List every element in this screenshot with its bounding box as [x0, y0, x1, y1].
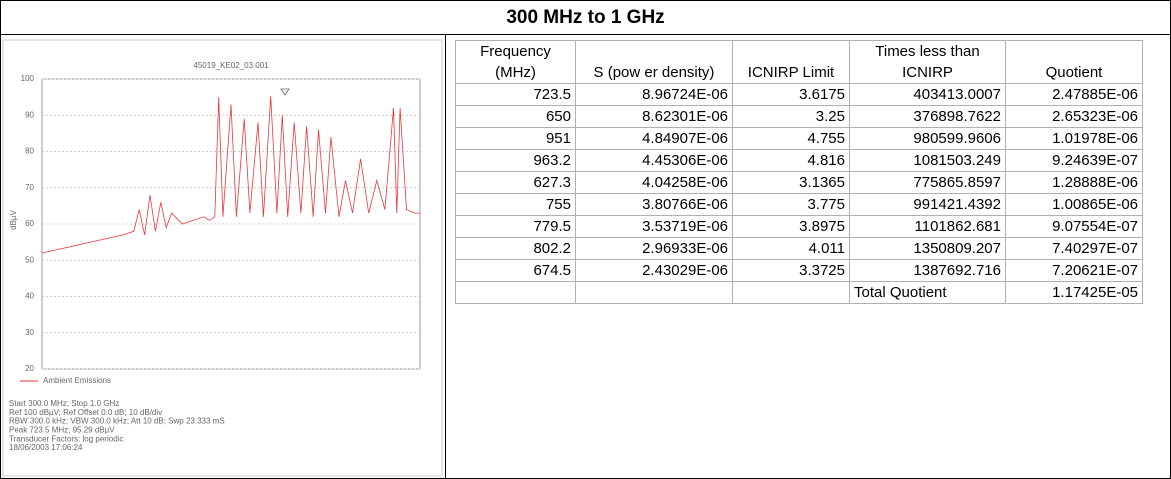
table-cell: 963.2 — [455, 149, 576, 172]
table-cell: 991421.4392 — [849, 193, 1006, 216]
table-cell: 3.8975 — [732, 215, 850, 238]
data-row: 802.2 2.96933E-06 4.011 1350809.207 7.40297E… — [455, 237, 1143, 260]
info-line: RBW 300.0 kHz; VBW 300.0 kHz; Att 10 dB;… — [9, 417, 225, 426]
data-row: 755 3.80766E-06 3.775 991421.4392 1.00865E-0… — [455, 193, 1143, 216]
table-cell: Times less than ICNIRP — [849, 40, 1006, 84]
spectrum-line — [41, 96, 420, 254]
table-cell: 9.07554E-07 — [1005, 215, 1143, 238]
table-cell: 8.62301E-06 — [575, 105, 733, 128]
chart-frame — [2, 39, 443, 477]
table-cell: ICNIRP Limit — [732, 40, 850, 84]
table-cell: 1.00865E-06 — [1005, 193, 1143, 216]
table-cell: 802.2 — [455, 237, 576, 260]
table-cell: 376898.7622 — [849, 105, 1006, 128]
header-row: Frequency (MHz) S (pow er density) ICNIRP … — [455, 40, 1143, 84]
info-line: Peak 723.5 MHz; 95.29 dBµV — [9, 426, 115, 435]
data-row: 627.3 4.04258E-06 3.1365 775865.8597 1.28888… — [455, 171, 1143, 194]
table-cell: 9.24639E-07 — [1005, 149, 1143, 172]
y-tick-label: 50 — [25, 255, 34, 264]
table-cell: 1101862.681 — [849, 215, 1006, 238]
table-cell: 3.775 — [732, 193, 850, 216]
table-cell: 1.01978E-06 — [1005, 127, 1143, 150]
table-cell: 1387692.716 — [849, 259, 1006, 282]
table-cell: 2.43029E-06 — [575, 259, 733, 282]
total-row: Total Quotient 1.17425E-05 — [455, 281, 1143, 304]
table-cell — [732, 281, 850, 304]
table-cell: 627.3 — [455, 171, 576, 194]
y-axis-label: dBµV — [9, 209, 18, 229]
table-cell: 723.5 — [455, 83, 576, 106]
y-tick-label: 100 — [21, 74, 35, 83]
table-cell: 4.816 — [732, 149, 850, 172]
info-line: Start 300.0 MHz; Stop 1.0 GHz — [9, 399, 119, 408]
table-cell: 4.45306E-06 — [575, 149, 733, 172]
table-cell: 951 — [455, 127, 576, 150]
table-cell: 4.755 — [732, 127, 850, 150]
table-cell: 3.53719E-06 — [575, 215, 733, 238]
data-row: 650 8.62301E-06 3.25 376898.7622 2.65323E-06 — [455, 105, 1143, 128]
table-cell: Total Quotient — [849, 281, 1006, 304]
page-title: 300 MHz to 1 GHz — [0, 0, 1171, 35]
data-row: 963.2 4.45306E-06 4.816 1081503.249 9.24639E… — [455, 149, 1143, 172]
table-cell: 3.80766E-06 — [575, 193, 733, 216]
y-tick-label: 20 — [25, 364, 34, 373]
y-tick-label: 80 — [25, 147, 34, 156]
table-cell: S (pow er density) — [575, 40, 733, 84]
table-cell: 755 — [455, 193, 576, 216]
table-cell: 7.40297E-07 — [1005, 237, 1143, 260]
table-cell: 3.6175 — [732, 83, 850, 106]
chart-title: 45019_KE02_03.001 — [193, 61, 269, 70]
table-cell — [575, 281, 733, 304]
table-cell: 3.25 — [732, 105, 850, 128]
table-cell: 8.96724E-06 — [575, 83, 733, 106]
table-cell: 1.28888E-06 — [1005, 171, 1143, 194]
table-cell: 674.5 — [455, 259, 576, 282]
quotient-table: Frequency (MHz) S (pow er density) ICNIRP … — [455, 40, 1143, 304]
table-cell: 779.5 — [455, 215, 576, 238]
table-cell: 1.17425E-05 — [1005, 281, 1143, 304]
table-cell: 650 — [455, 105, 576, 128]
table-cell: 4.84907E-06 — [575, 127, 733, 150]
y-tick-label: 60 — [25, 219, 34, 228]
legend-label: Ambient Emissions — [43, 376, 111, 385]
table-cell: 7.20621E-07 — [1005, 259, 1143, 282]
table-cell: Quotient — [1005, 40, 1143, 84]
divider — [445, 35, 446, 479]
table-cell: 2.96933E-06 — [575, 237, 733, 260]
y-tick-label: 90 — [25, 110, 34, 119]
table-cell: 4.011 — [732, 237, 850, 260]
table-cell: 775865.8597 — [849, 171, 1006, 194]
y-tick-label: 70 — [25, 183, 34, 192]
table-cell — [455, 281, 576, 304]
spectrum-chart: 45019_KE02_03.001 dBµV 20 30 40 50 60 70 80 90 1… — [2, 39, 443, 477]
data-row: 779.5 3.53719E-06 3.8975 1101862.681 9.07554… — [455, 215, 1143, 238]
table-cell: 980599.9606 — [849, 127, 1006, 150]
table-cell: 1350809.207 — [849, 237, 1006, 260]
info-line: 18/06/2003 17:06:24 — [9, 443, 83, 452]
y-tick-label: 30 — [25, 328, 34, 337]
table-cell: 2.47885E-06 — [1005, 83, 1143, 106]
table-cell: 3.1365 — [732, 171, 850, 194]
info-line: Transducer Factors: log periodic — [9, 434, 123, 443]
table-cell: 2.65323E-06 — [1005, 105, 1143, 128]
info-line: Ref 100 dBµV; Ref Offset 0.0 dB; 10 dB/d… — [9, 408, 162, 417]
data-row: 951 4.84907E-06 4.755 980599.9606 1.01978E-0… — [455, 127, 1143, 150]
data-row: 674.5 2.43029E-06 3.3725 1387692.716 7.20621… — [455, 259, 1143, 282]
table-cell: 3.3725 — [732, 259, 850, 282]
data-row: 723.5 8.96724E-06 3.6175 403413.0007 2.47885… — [455, 83, 1143, 106]
peak-marker — [280, 88, 290, 96]
table-cell: Frequency (MHz) — [455, 40, 576, 84]
y-tick-label: 40 — [25, 292, 34, 301]
table-cell: 403413.0007 — [849, 83, 1006, 106]
table-cell: 1081503.249 — [849, 149, 1006, 172]
table-cell: 4.04258E-06 — [575, 171, 733, 194]
